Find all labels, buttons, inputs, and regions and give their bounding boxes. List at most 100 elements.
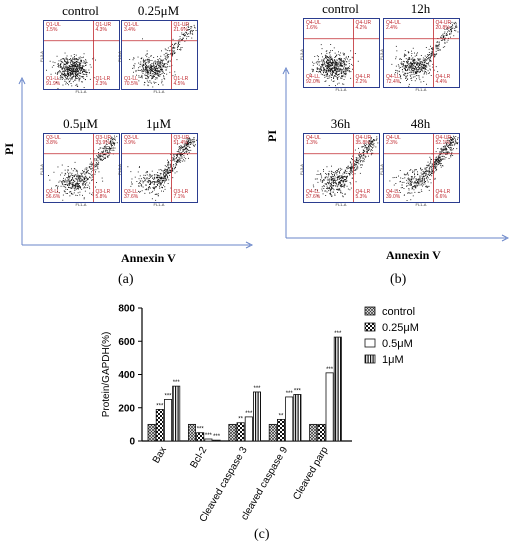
quadrant-value: 39.0% (386, 194, 401, 200)
quadrant-name: Q4-UR (355, 20, 372, 26)
fl3-axis-label: FL3-A (378, 49, 384, 60)
quadrant-label: Q1-UL 1.5% (46, 23, 61, 33)
quadrant-value: 5.3% (355, 194, 367, 200)
significance-label: *** (213, 434, 221, 440)
quadrant-name: Q1-UR (95, 22, 112, 28)
quadrant-name: Q3-LR (95, 189, 111, 195)
quadrant-value: 37.6% (124, 194, 139, 200)
quadrant-name: Q3-LR (173, 189, 189, 195)
quadrant-label: Q4-LL 57.6% (306, 190, 320, 200)
quadrant-value: 21.6% (173, 27, 188, 33)
plot-title: 12h (410, 1, 431, 16)
quadrant-name: Q3-LL (124, 189, 138, 195)
fl1-axis-label: FL1-A (75, 202, 87, 207)
significance-label: ** (238, 417, 243, 423)
quadrant-name: Q1-UL (46, 22, 61, 28)
panel-b-annexin-time: PI Annexin V (b) (256, 0, 511, 295)
panel-a-axis-arrows (18, 76, 254, 249)
dot-cloud (304, 134, 379, 202)
bar (268, 423, 277, 442)
dot-plot: Q1-UL 3.4% Q1-UR 21.6% Q1-LL 70.5% Q1-LR 4.5% (121, 20, 198, 90)
bar (204, 438, 213, 442)
significance-label: *** (164, 393, 172, 399)
quadrant-value: 6.6% (435, 194, 447, 200)
quadrant-label: Q3-LL 37.6% (124, 190, 138, 200)
quadrant-value: 51.4% (173, 140, 188, 146)
quadrant-label: Q3-UL 3.9% (124, 136, 139, 146)
panel-b-xlabel: Annexin V (386, 248, 441, 262)
quadrant-value: 4.5% (173, 81, 185, 87)
legend-label: control (382, 306, 415, 318)
category-label: Bax (151, 445, 169, 465)
quadrant-label: Q4-UR 35.8% (356, 136, 372, 146)
quadrant-label: Q4-LL 72.4% (386, 75, 400, 85)
bar (309, 423, 318, 442)
legend-label: 0.5μM (382, 338, 413, 350)
significance-label: *** (334, 331, 342, 337)
quadrant-label: Q1-UR 4.3% (96, 23, 112, 33)
quadrant-name: Q3-LL (46, 189, 60, 195)
plot-title: 48h (410, 116, 431, 131)
quadrant-label: Q4-LL 92.0% (306, 75, 320, 85)
panel-c-caption: (c) (254, 527, 270, 542)
quadrant-value: 92.0% (306, 79, 321, 85)
quadrant-name: Q1-UR (173, 22, 190, 28)
panel-a-annexin-concentration: PI Annexin V (a) (0, 0, 255, 295)
quadrant-label: Q4-UL 2.4% (386, 21, 401, 31)
quadrant-label: Q3-LR 7.1% (174, 190, 189, 200)
dot-cloud (44, 134, 119, 202)
plot-title: 36h (330, 116, 351, 131)
quadrant-value: 91.9% (46, 81, 61, 87)
quadrant-label: Q1-LL 70.5% (124, 77, 138, 87)
significance-label: *** (205, 433, 213, 439)
y-tick-label: 400 (118, 370, 135, 381)
y-axis-title: Protein/GAPDH(%) (101, 332, 112, 418)
quadrant-value: 2.4% (386, 25, 398, 31)
dot-plot: Q4-UL 2.3% Q4-UR 52.1% Q4-LL 39.0% Q4-LR 6.6% (383, 133, 460, 203)
quadrant-label: Q3-LL 56.6% (46, 190, 60, 200)
fl3-axis-label: FL3-A (116, 164, 122, 175)
plot-title: 1μM (145, 116, 172, 131)
quadrant-name: Q4-LR (435, 189, 451, 195)
dot-plot: Q3-UL 3.9% Q3-UR 51.4% Q3-LL 37.6% Q3-LR 7.1% (121, 133, 198, 203)
legend-swatch (364, 338, 376, 348)
y-tick-label: 600 (118, 337, 135, 348)
dot-cloud (122, 134, 197, 202)
quadrant-label: Q4-UR 4.2% (356, 21, 372, 31)
fl3-axis-label: FL3-A (378, 164, 384, 175)
quadrant-name: Q4-UL (386, 20, 401, 26)
quadrant-name: Q1-LR (95, 76, 111, 82)
fl3-axis-label: FL3-A (298, 49, 304, 60)
quadrant-name: Q4-UL (306, 20, 321, 26)
bar (236, 422, 245, 442)
plot-title: control (322, 1, 359, 16)
dot-plot: Q4-UL 1.3% Q4-UR 35.8% Q4-LL 57.6% Q4-LR 5.3% (303, 133, 380, 203)
fl3-axis-label: FL3-A (38, 51, 44, 62)
quadrant-label: Q1-LR 4.5% (174, 77, 189, 87)
quadrant-value: 2.3% (386, 140, 398, 146)
bar (147, 423, 156, 442)
y-tick-label: 200 (118, 403, 135, 414)
quadrant-label: Q3-UR 33.9% (96, 136, 112, 146)
fl1-axis-label: FL1-A (75, 89, 87, 94)
y-tick-label: 800 (118, 304, 135, 315)
quadrant-name: Q4-LL (306, 74, 320, 80)
quadrant-label: Q3-LR 5.8% (96, 190, 111, 200)
significance-label: *** (326, 367, 334, 373)
panel-a-xlabel: Annexin V (121, 251, 176, 265)
quadrant-name: Q4-LL (386, 74, 400, 80)
quadrant-label: Q4-LL 39.0% (386, 190, 400, 200)
quadrant-value: 52.1% (435, 140, 450, 146)
panel-a-caption: (a) (118, 272, 134, 287)
quadrant-label: Q4-UR 52.1% (436, 136, 452, 146)
quadrant-value: 4.3% (95, 27, 107, 33)
bar (196, 432, 205, 442)
quadrant-name: Q4-UR (435, 135, 452, 141)
fl1-axis-label: FL1-A (415, 87, 427, 92)
category-label: Bcl-2 (188, 445, 209, 471)
significance-label: *** (156, 403, 164, 409)
bar (155, 409, 164, 442)
quadrant-value: 70.5% (124, 81, 139, 87)
quadrant-label: Q4-UL 1.6% (306, 21, 321, 31)
quadrant-value: 2.2% (355, 79, 367, 85)
